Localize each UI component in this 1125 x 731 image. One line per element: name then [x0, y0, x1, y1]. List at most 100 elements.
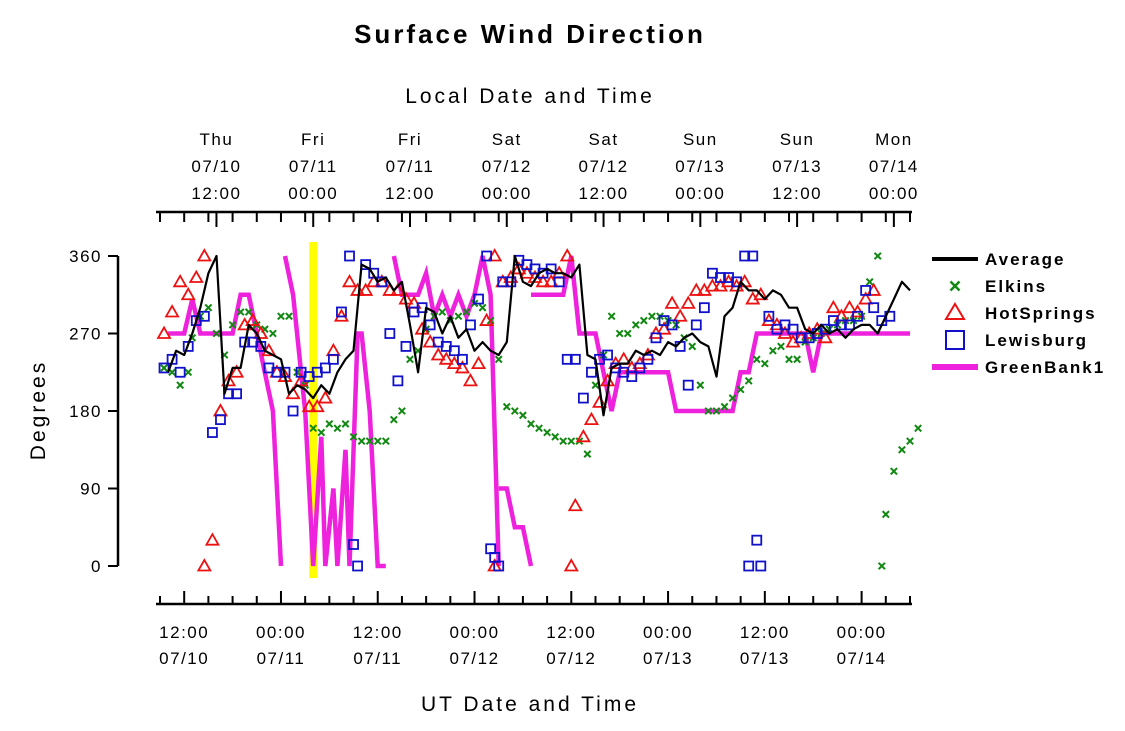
hotsprings-point	[559, 248, 575, 262]
bottom-tick-date-label: 07/12	[449, 649, 499, 668]
lewisburg-point	[569, 353, 581, 365]
elkins-point	[176, 381, 185, 390]
lewisburg-point	[448, 345, 460, 357]
greenbank1-line-segment	[498, 486, 534, 567]
legend-label-lewisburg: Lewisburg	[985, 331, 1088, 350]
top-tick-day-label: Sun	[683, 130, 718, 149]
elkins-point	[914, 424, 922, 433]
legend-label-average: Average	[985, 250, 1065, 269]
hotsprings-point	[858, 291, 874, 305]
hotsprings-point	[229, 364, 245, 378]
hotsprings-point	[196, 248, 212, 262]
elkins-point	[244, 308, 253, 316]
lewisburg-point	[787, 323, 799, 335]
plot-area	[156, 242, 922, 578]
lewisburg-point	[271, 366, 283, 378]
lewisburg-point	[553, 276, 565, 288]
hotsprings-point	[462, 373, 479, 387]
greenbank1-line-segment	[168, 292, 284, 567]
elkins-point	[341, 420, 350, 428]
elkins-point	[736, 385, 745, 394]
top-tick-day-label: Sat	[492, 130, 522, 149]
lewisburg-point	[352, 560, 363, 572]
y-tick-label: 360	[69, 247, 102, 266]
elkins-point	[277, 312, 285, 321]
hotsprings-point	[188, 269, 204, 283]
chart-title: Surface Wind Direction	[354, 19, 706, 49]
elkins-point	[398, 407, 406, 415]
elkins-point	[898, 445, 906, 454]
elkins-point	[777, 342, 785, 351]
hotsprings-point	[672, 308, 688, 322]
hotsprings-point	[164, 304, 180, 318]
lewisburg-point	[763, 310, 775, 322]
elkins-point	[696, 381, 705, 390]
top-tick-date-label: 07/11	[386, 157, 435, 176]
top-tick-time-label: 00:00	[675, 184, 725, 203]
elkins-point	[502, 402, 511, 411]
lewisburg-point	[698, 302, 710, 314]
elkins-point	[591, 381, 600, 390]
lewisburg-point	[561, 353, 573, 365]
lewisburg-point	[682, 379, 694, 391]
lewisburg-point	[481, 250, 493, 262]
elkins-point	[793, 355, 802, 364]
lewisburg-point	[368, 267, 380, 279]
elkins-point	[478, 303, 487, 312]
elkins-point	[865, 277, 874, 286]
hotsprings-point	[680, 295, 696, 309]
lewisburg-point	[287, 405, 299, 417]
hotsprings-point	[309, 398, 325, 413]
top-tick-date-label: 07/10	[191, 157, 241, 176]
top-tick-day-label: Sun	[780, 130, 815, 149]
lewisburg-point	[319, 362, 331, 374]
lewisburg-point	[174, 366, 186, 378]
elkins-point	[551, 432, 560, 441]
top-tick-day-label: Fri	[398, 130, 422, 149]
legend-label-hotsprings: HotSprings	[985, 304, 1097, 323]
top-tick-day-label: Thu	[200, 130, 234, 149]
hotsprings-point	[156, 325, 172, 339]
hotsprings-point	[583, 411, 600, 426]
elkins-point	[873, 252, 882, 260]
lewisburg-point	[836, 319, 847, 331]
greenbank1-line-segment	[391, 255, 501, 567]
legend-label-elkins: Elkins	[985, 277, 1047, 296]
bottom-tick-time-label: 00:00	[256, 623, 306, 642]
top-tick-time-label: 12:00	[191, 184, 241, 203]
top-tick-date-label: 07/11	[289, 157, 338, 176]
hotsprings-point	[325, 342, 341, 357]
lewisburg-point	[344, 250, 355, 262]
elkins-point	[494, 355, 503, 364]
legend-hotsprings-swatch	[944, 302, 966, 320]
elkins-point	[752, 355, 761, 364]
elkins-point	[623, 329, 632, 338]
hotsprings-point	[212, 403, 229, 417]
top-axis-title: Local Date and Time	[405, 85, 655, 108]
hotsprings-point	[535, 274, 551, 288]
lewisburg-point	[626, 371, 638, 382]
lewisburg-point	[158, 362, 170, 374]
lewisburg-point	[457, 353, 468, 365]
bottom-tick-time-label: 12:00	[159, 623, 209, 642]
hotsprings-point	[245, 312, 261, 326]
lewisburg-point	[392, 375, 404, 387]
legend: Average Elkins HotSprings Lewisburg GreenBan…	[932, 250, 1103, 377]
lewisburg-point	[844, 319, 855, 331]
hotsprings-point	[454, 360, 470, 374]
hotsprings-point	[204, 532, 220, 546]
lewisburg-point	[715, 272, 726, 283]
lewisburg-point	[215, 414, 226, 426]
elkins-point	[438, 308, 447, 316]
elkins-point	[648, 312, 656, 321]
lewisburg-point	[634, 362, 646, 374]
y-tick-label: 0	[91, 557, 102, 576]
hotsprings-point	[841, 299, 858, 314]
greenbank1-line-segment	[531, 255, 910, 414]
bottom-tick-time-label: 12:00	[740, 623, 790, 642]
elkins-point	[877, 562, 886, 570]
elkins-point	[559, 437, 568, 446]
lewisburg-point	[860, 285, 872, 296]
lewisburg-point	[497, 276, 509, 288]
